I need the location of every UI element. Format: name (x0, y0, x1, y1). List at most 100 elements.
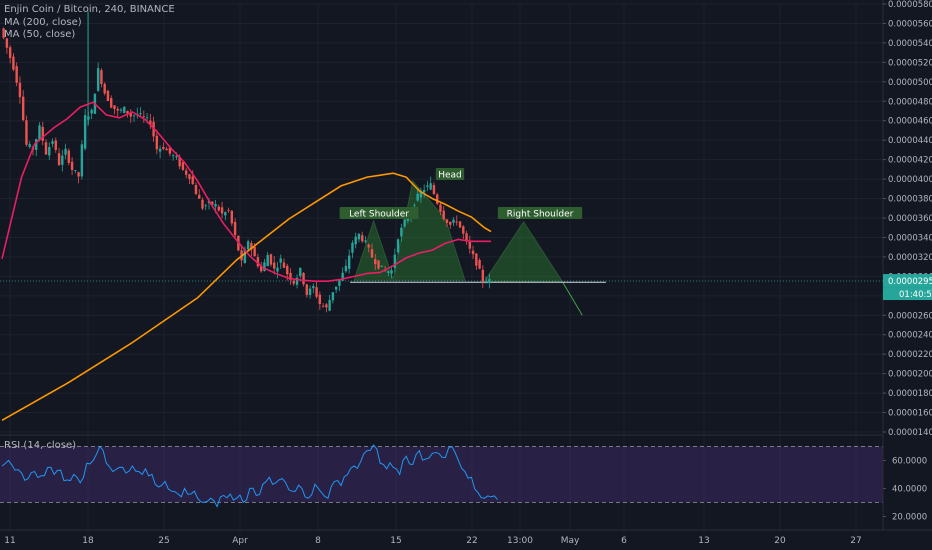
candle-body (8, 47, 12, 59)
candle-body (139, 113, 142, 115)
candle-body (475, 253, 478, 266)
candle-body (481, 269, 485, 282)
candle-body (250, 242, 253, 250)
pattern-labels: Left Shoulder Head Right Shoulder (339, 168, 583, 220)
candle-body (214, 204, 217, 207)
candle-body (123, 106, 126, 113)
candle-body (429, 183, 432, 190)
candle-body (256, 257, 260, 267)
candle-body (21, 96, 25, 121)
date-tick-label: 13:00 (507, 536, 533, 546)
candle-body (171, 155, 175, 157)
left-shoulder-label-box (339, 207, 419, 219)
candle-body (2, 28, 5, 38)
candle-body (364, 240, 367, 242)
symbol-legend[interactable]: Enjin Coin / Bitcoin, 240, BINANCE (4, 4, 175, 15)
candle-body (442, 210, 445, 220)
candle-body (478, 259, 481, 269)
date-tick-label: 27 (850, 536, 861, 546)
candle-body (439, 204, 442, 212)
head-label-box (435, 168, 465, 180)
candle-body (80, 144, 84, 177)
candle-body (204, 205, 207, 207)
candle-body (374, 259, 377, 265)
candle-body (292, 280, 295, 284)
candle-body (178, 156, 181, 167)
candle-body (129, 112, 132, 117)
candle-body (380, 265, 383, 267)
candle-body (175, 156, 178, 158)
rsi-tick-label: 40.0000 (892, 484, 927, 494)
candle-body (413, 205, 416, 207)
candle-body (149, 120, 152, 126)
candle-body (48, 147, 51, 156)
candle-body (233, 221, 237, 236)
date-tick-label: 20 (774, 536, 786, 546)
candle-body (393, 254, 397, 268)
candle-body (38, 125, 41, 140)
candle-body (253, 246, 256, 257)
rsi-line (1, 444, 498, 508)
candle-body (426, 185, 429, 187)
candle-body (357, 233, 361, 240)
candle-body (132, 115, 136, 117)
candle-body (12, 56, 15, 70)
candle-body (83, 115, 87, 149)
candle-body (217, 206, 220, 211)
candle-body (106, 90, 110, 101)
candle-body (471, 250, 475, 255)
candle-body (266, 255, 269, 267)
rsi-tick-label: 20.0000 (892, 512, 927, 522)
head-label: Head (438, 171, 462, 181)
date-tick-label: 13 (698, 536, 709, 546)
ma200-line (1, 172, 492, 422)
candle-body (279, 258, 282, 263)
ma200-legend[interactable]: MA (200, close) (4, 17, 82, 28)
date-tick-label: 25 (158, 536, 169, 546)
candle-body (312, 286, 315, 289)
candle-body (334, 286, 338, 290)
candle-body (96, 68, 100, 91)
candle-body (286, 265, 289, 275)
candle-body (269, 254, 273, 265)
candle-body (416, 193, 419, 201)
candle-body (100, 70, 103, 84)
date-tick-label: 6 (621, 536, 627, 546)
candle-body (344, 265, 348, 272)
date-tick-label: 22 (466, 536, 477, 546)
candle-body (455, 221, 458, 223)
right-shoulder-label: Right Shoulder (507, 210, 574, 220)
candle-body (341, 272, 344, 281)
date-tick-label: 15 (390, 536, 401, 546)
candle-body (116, 108, 119, 111)
candle-body (246, 241, 250, 250)
candle-body (321, 305, 325, 307)
ma50-legend[interactable]: MA (50, close) (4, 29, 76, 40)
candle-body (70, 161, 74, 170)
date-tick-label: 8 (315, 536, 321, 546)
candle-body (449, 221, 452, 225)
rsi-tick-label: 60.0000 (892, 456, 927, 466)
candle-body (338, 279, 341, 286)
candle-body (90, 109, 93, 114)
candle-body (181, 162, 185, 170)
candle-body (318, 294, 322, 304)
candle-body (28, 144, 31, 147)
candle-body (77, 172, 80, 177)
rsi-legend[interactable]: RSI (14, close) (4, 440, 77, 451)
candle-body (295, 277, 299, 285)
candle-body (158, 148, 162, 152)
candle-body (184, 170, 188, 175)
candle-body (211, 201, 214, 205)
